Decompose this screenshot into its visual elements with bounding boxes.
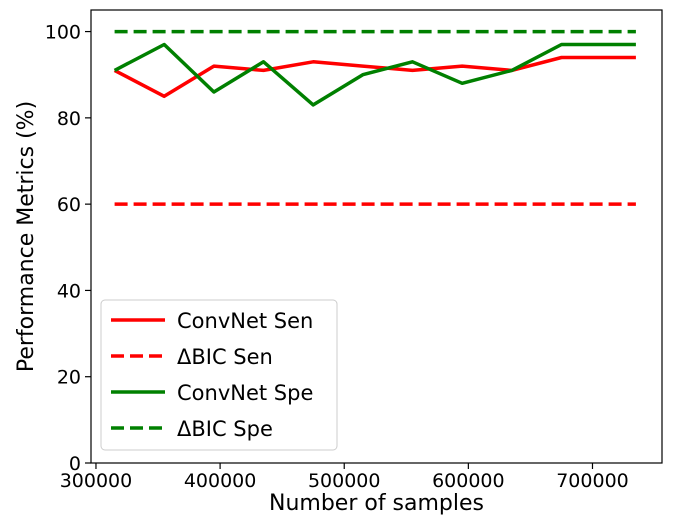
x-tick-label: 700000	[556, 470, 629, 492]
y-tick-label: 100	[45, 22, 81, 44]
legend-label-1: ConvNet Sen	[177, 309, 313, 333]
y-tick-label: 40	[57, 280, 81, 302]
plot-area	[90, 9, 663, 464]
series-line-3	[113, 42, 636, 107]
y-tick-label: 0	[69, 453, 81, 475]
y-tick-label: 20	[57, 367, 81, 389]
legend: ConvNet Sen ΔBIC Sen ConvNet Spe ΔBIC Spe	[100, 299, 338, 451]
legend-label-2: ΔBIC Sen	[177, 345, 273, 369]
x-tick-label: 400000	[184, 470, 257, 492]
axis-ticks: 300000 400000 500000 600000 700000 0 20 40 60 80 1…	[45, 22, 629, 492]
x-tick-label: 300000	[60, 470, 133, 492]
x-tick-label: 600000	[432, 470, 505, 492]
legend-box	[100, 299, 338, 451]
y-tick-label: 60	[57, 194, 81, 216]
x-tick-label: 500000	[308, 470, 381, 492]
plot-frame	[90, 9, 663, 464]
y-tick-label: 80	[57, 108, 81, 130]
x-axis-label: Number of samples	[269, 491, 484, 515]
y-axis-label: Performance Metrics (%)	[14, 101, 39, 372]
legend-label-3: ConvNet Spe	[177, 381, 313, 405]
legend-label-4: ΔBIC Spe	[177, 417, 273, 441]
series-line-1	[113, 55, 636, 99]
